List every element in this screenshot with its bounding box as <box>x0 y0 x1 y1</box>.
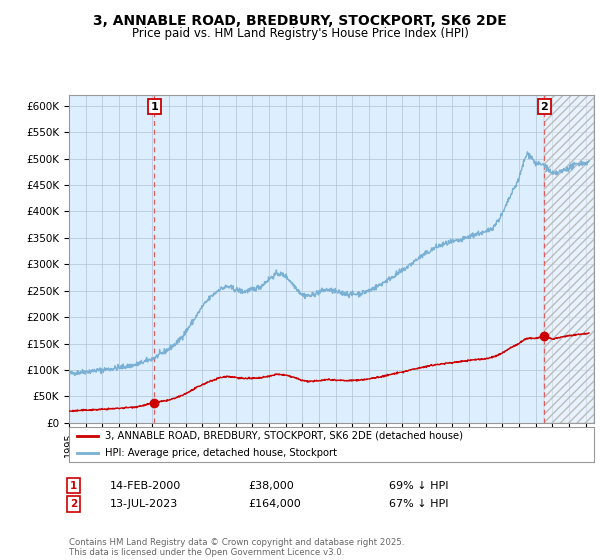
Text: 3, ANNABLE ROAD, BREDBURY, STOCKPORT, SK6 2DE (detached house): 3, ANNABLE ROAD, BREDBURY, STOCKPORT, SK… <box>105 431 463 441</box>
Text: 2: 2 <box>70 499 77 509</box>
Text: Contains HM Land Registry data © Crown copyright and database right 2025.
This d: Contains HM Land Registry data © Crown c… <box>69 538 404 557</box>
Text: 69% ↓ HPI: 69% ↓ HPI <box>389 480 448 491</box>
Bar <box>544 95 594 423</box>
Text: 2: 2 <box>541 102 548 111</box>
Text: 1: 1 <box>70 480 77 491</box>
Text: HPI: Average price, detached house, Stockport: HPI: Average price, detached house, Stoc… <box>105 449 337 458</box>
Text: 3, ANNABLE ROAD, BREDBURY, STOCKPORT, SK6 2DE: 3, ANNABLE ROAD, BREDBURY, STOCKPORT, SK… <box>93 14 507 28</box>
Text: 1: 1 <box>151 102 158 111</box>
Text: £164,000: £164,000 <box>248 499 301 509</box>
Text: 13-JUL-2023: 13-JUL-2023 <box>110 499 178 509</box>
Text: 67% ↓ HPI: 67% ↓ HPI <box>389 499 448 509</box>
Text: Price paid vs. HM Land Registry's House Price Index (HPI): Price paid vs. HM Land Registry's House … <box>131 27 469 40</box>
Text: £38,000: £38,000 <box>248 480 293 491</box>
Text: 14-FEB-2000: 14-FEB-2000 <box>110 480 181 491</box>
